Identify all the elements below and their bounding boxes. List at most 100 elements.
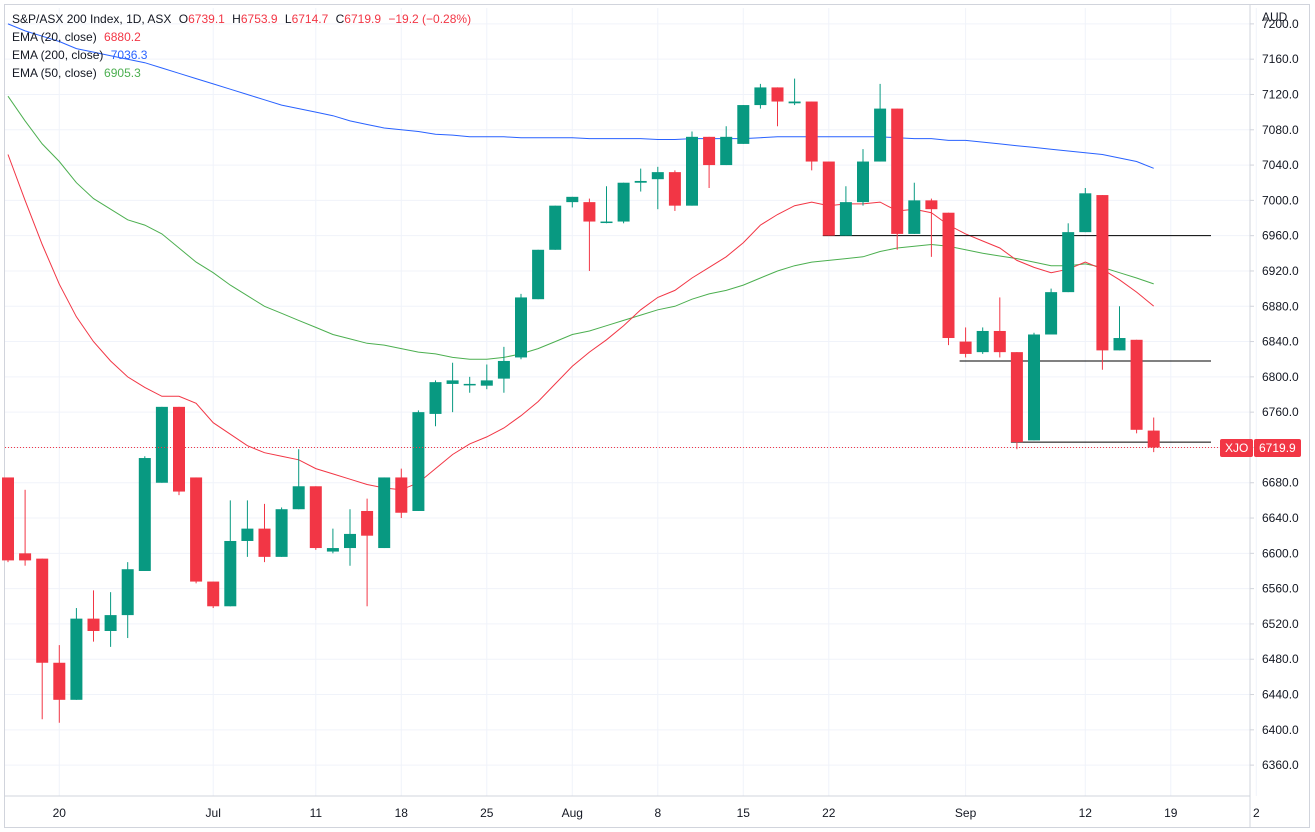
candle-body — [1010, 352, 1023, 443]
symbol-row[interactable]: S&P/ASX 200 Index, 1D, ASX O6739.1 H6753… — [12, 10, 471, 28]
candle-body — [703, 136, 716, 166]
candle-up — [686, 131, 698, 206]
last-price-tag: 6719.9 — [1254, 438, 1301, 457]
candle-body — [686, 136, 698, 206]
candle-body — [87, 618, 100, 631]
candle-body — [839, 202, 852, 236]
currency-label[interactable]: AUD — [1262, 10, 1288, 24]
candle-down — [771, 87, 784, 127]
candle-body — [1096, 195, 1109, 351]
candle-up — [412, 410, 425, 511]
candle-up — [1028, 332, 1040, 441]
candle-up — [121, 562, 134, 639]
candle-down — [703, 136, 716, 189]
x-tick-label: Aug — [562, 806, 583, 820]
y-tick-label: 6680.0 — [1262, 476, 1299, 490]
candle-up — [1079, 188, 1092, 233]
indicator-ema200[interactable]: EMA (200, close) 7036.3 — [12, 46, 471, 64]
candle-down — [87, 590, 100, 642]
candle-up — [292, 449, 305, 510]
y-tick-label: 7200.0 — [1262, 17, 1299, 31]
candle-body — [19, 553, 32, 561]
candle-down — [395, 468, 408, 519]
y-tick-label: 6400.0 — [1262, 723, 1299, 737]
candle-body — [566, 196, 579, 203]
indicator-ema20-value: 6880.2 — [104, 30, 141, 44]
indicator-ema50[interactable]: EMA (50, close) 6905.3 — [12, 64, 471, 82]
candle-body — [634, 180, 647, 183]
candle-up — [480, 364, 493, 390]
candle-body — [344, 533, 356, 549]
candle-body — [70, 618, 83, 700]
candle-up — [566, 196, 579, 208]
low-label: L — [284, 12, 292, 26]
candle-body — [446, 380, 459, 384]
symbol-price-tag: XJO — [1220, 438, 1254, 457]
y-tick-label: 6960.0 — [1262, 229, 1299, 243]
candle-up — [976, 327, 989, 354]
candle-down — [190, 477, 203, 584]
candle-up — [720, 126, 733, 166]
y-tick-label: 6480.0 — [1262, 652, 1299, 666]
candle-body — [241, 528, 254, 541]
low-value: 6714.7 — [291, 12, 329, 26]
candle-up — [1113, 306, 1126, 351]
candle-body — [497, 360, 510, 379]
candle-up — [617, 182, 630, 224]
indicator-ema20[interactable]: EMA (20, close) 6880.2 — [12, 28, 471, 46]
candle-body — [1062, 232, 1075, 293]
price-axis: 7200.0 7160.0 7120.0 7080.0 7040.0 7000.0 6960… — [1250, 17, 1299, 772]
candle-down — [1010, 352, 1023, 450]
candle-body — [771, 87, 784, 102]
y-tick-label: 6920.0 — [1262, 264, 1299, 278]
candle-up — [532, 249, 545, 300]
candle-body — [583, 202, 596, 222]
candle-body — [515, 297, 527, 358]
candle-down — [361, 498, 374, 607]
candle-body — [429, 382, 442, 414]
candle-body — [480, 380, 493, 386]
candle-body — [292, 486, 305, 510]
ema200-line — [7, 23, 1154, 169]
candle-body — [805, 101, 818, 162]
x-tick-label: 2 — [1253, 806, 1260, 820]
candle-body — [207, 581, 220, 607]
candle-body — [224, 540, 237, 607]
candle-body — [788, 101, 801, 104]
candle-body — [463, 383, 476, 386]
candles — [2, 78, 1160, 723]
y-tick-label: 6360.0 — [1262, 758, 1299, 772]
candle-body — [138, 458, 151, 571]
candle-body — [874, 108, 887, 162]
candle-down — [959, 327, 972, 358]
candle-body — [891, 108, 904, 234]
change-value: −19.2 (−0.28%) — [388, 12, 472, 26]
candle-down — [207, 581, 220, 609]
x-tick-label: Jul — [206, 806, 221, 820]
candle-up — [839, 186, 852, 236]
candle-down — [36, 558, 49, 720]
candle-body — [412, 412, 425, 511]
candle-down — [53, 645, 66, 723]
chart-frame — [4, 4, 1310, 828]
candle-body — [600, 221, 613, 224]
close-value: 6719.9 — [344, 12, 381, 26]
candle-body — [53, 662, 66, 700]
x-tick-label: 12 — [1079, 806, 1093, 820]
candle-body — [173, 406, 185, 492]
y-tick-label: 7000.0 — [1262, 193, 1299, 207]
candle-up — [1045, 288, 1058, 335]
open-label: O — [178, 12, 189, 26]
candle-down — [2, 477, 14, 563]
candle-up — [857, 149, 869, 206]
x-tick-label: 25 — [480, 806, 494, 820]
candle-body — [822, 161, 835, 236]
symbol-title[interactable]: S&P/ASX 200 Index, 1D, ASX — [12, 12, 172, 26]
candle-body — [275, 509, 288, 557]
candle-body — [395, 477, 408, 513]
y-tick-label: 6520.0 — [1262, 617, 1299, 631]
y-tick-label: 7160.0 — [1262, 52, 1299, 66]
candle-down — [258, 503, 271, 563]
